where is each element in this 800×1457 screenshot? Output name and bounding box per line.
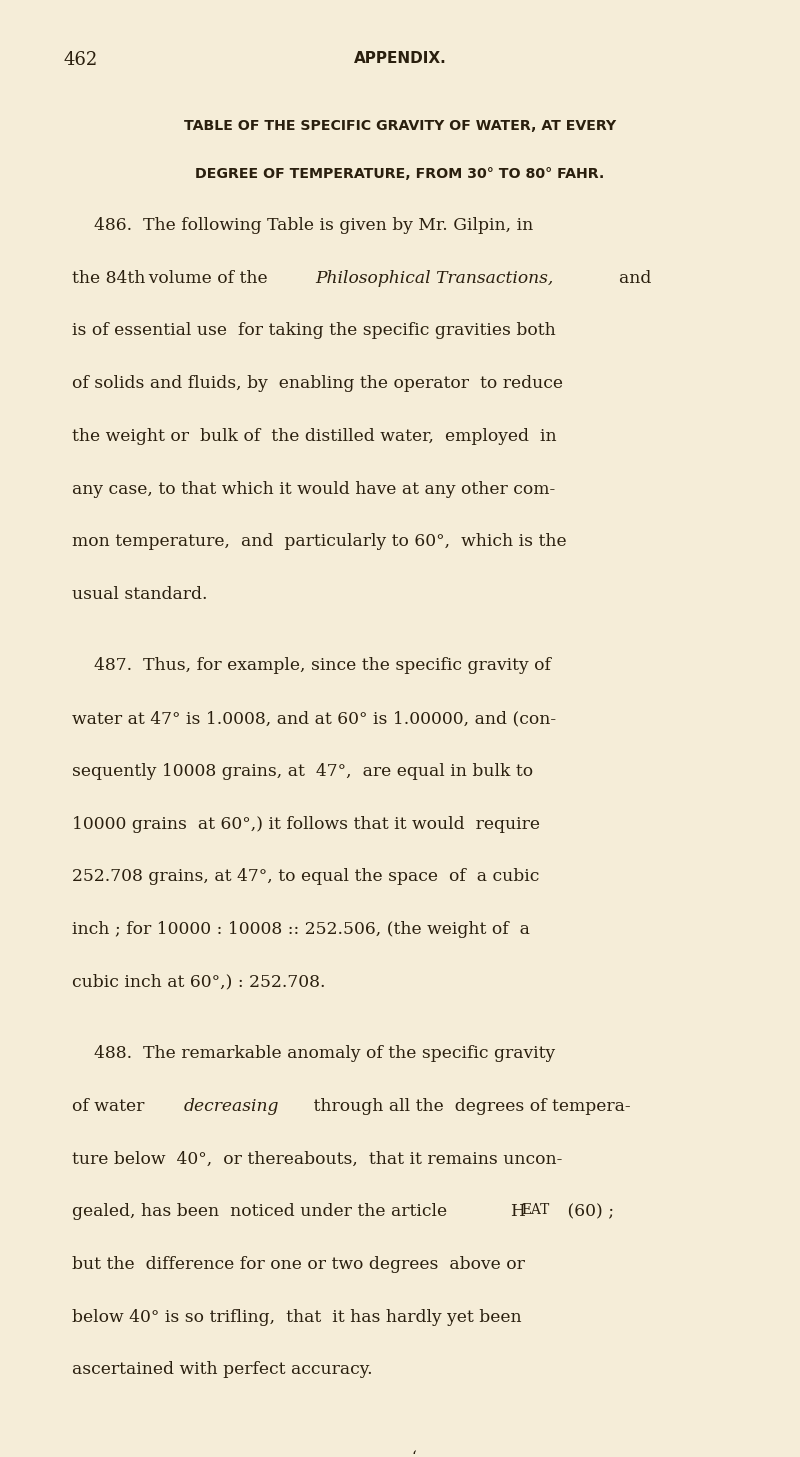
Text: ture below  40°,  or thereabouts,  that it remains uncon-: ture below 40°, or thereabouts, that it …: [72, 1151, 562, 1167]
Text: of water: of water: [72, 1097, 150, 1115]
Text: decreasing: decreasing: [183, 1097, 278, 1115]
Text: below 40° is so trifling,  that  it has hardly yet been: below 40° is so trifling, that it has ha…: [72, 1308, 522, 1326]
Text: ‘.: ‘.: [411, 1450, 421, 1457]
Text: usual standard.: usual standard.: [72, 586, 207, 603]
Text: 252.708 grains, at 47°, to equal the space  of  a cubic: 252.708 grains, at 47°, to equal the spa…: [72, 868, 539, 886]
Text: TABLE OF THE SPECIFIC GRAVITY OF WATER, AT EVERY: TABLE OF THE SPECIFIC GRAVITY OF WATER, …: [184, 119, 616, 133]
Text: 462: 462: [64, 51, 98, 68]
Text: the 84th volume of the: the 84th volume of the: [72, 270, 273, 287]
Text: 486.  The following Table is given by Mr. Gilpin, in: 486. The following Table is given by Mr.…: [72, 217, 534, 235]
Text: but the  difference for one or two degrees  above or: but the difference for one or two degree…: [72, 1256, 525, 1273]
Text: DEGREE OF TEMPERATURE, FROM 30° TO 80° FAHR.: DEGREE OF TEMPERATURE, FROM 30° TO 80° F…: [195, 168, 605, 181]
Text: mon temperature,  and  particularly to 60°,  which is the: mon temperature, and particularly to 60°…: [72, 533, 566, 551]
Text: 488.  The remarkable anomaly of the specific gravity: 488. The remarkable anomaly of the speci…: [72, 1045, 555, 1062]
Text: 10000 grains  at 60°,) it follows that it would  require: 10000 grains at 60°,) it follows that it…: [72, 816, 540, 832]
Text: ascertained with perfect accuracy.: ascertained with perfect accuracy.: [72, 1361, 373, 1378]
Text: of solids and fluids, by  enabling the operator  to reduce: of solids and fluids, by enabling the op…: [72, 374, 563, 392]
Text: the weight or  bulk of  the distilled water,  employed  in: the weight or bulk of the distilled wate…: [72, 428, 557, 444]
Text: through all the  degrees of tempera-: through all the degrees of tempera-: [308, 1097, 630, 1115]
Text: EAT: EAT: [521, 1203, 549, 1217]
Text: APPENDIX.: APPENDIX.: [354, 51, 446, 66]
Text: water at 47° is 1.0008, and at 60° is 1.00000, and (con-: water at 47° is 1.0008, and at 60° is 1.…: [72, 710, 556, 727]
Text: H: H: [510, 1203, 525, 1220]
Text: (60) ;: (60) ;: [562, 1203, 614, 1220]
Text: and: and: [608, 270, 651, 287]
Text: any case, to that which it would have at any other com-: any case, to that which it would have at…: [72, 481, 555, 498]
Text: Philosophical Transactions,: Philosophical Transactions,: [315, 270, 554, 287]
Text: inch ; for 10000 : 10008 :: 252.506, (the weight of  a: inch ; for 10000 : 10008 :: 252.506, (th…: [72, 921, 530, 938]
Text: 487.  Thus, for example, since the specific gravity of: 487. Thus, for example, since the specif…: [72, 657, 551, 675]
Text: sequently 10008 grains, at  47°,  are equal in bulk to: sequently 10008 grains, at 47°, are equa…: [72, 763, 533, 779]
Text: is of essential use  for taking the specific gravities both: is of essential use for taking the speci…: [72, 322, 556, 339]
Text: cubic inch at 60°,) : 252.708.: cubic inch at 60°,) : 252.708.: [72, 973, 326, 991]
Text: gealed, has been  noticed under the article: gealed, has been noticed under the artic…: [72, 1203, 458, 1220]
